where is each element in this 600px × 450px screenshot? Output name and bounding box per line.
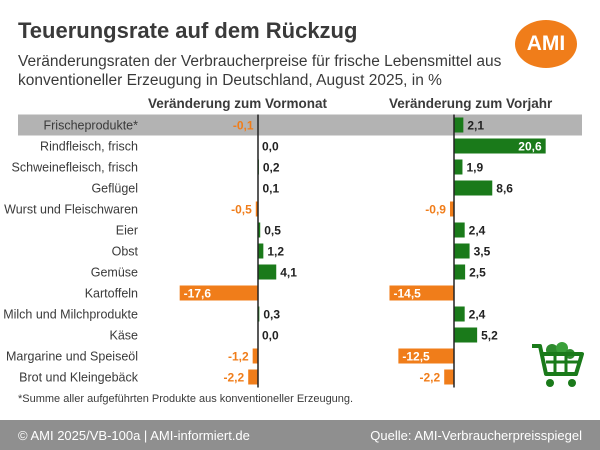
category-label: Milch und Milchprodukte bbox=[3, 308, 138, 322]
vormonat-value-label: 0,0 bbox=[262, 329, 279, 343]
vorjahr-bar bbox=[454, 222, 465, 238]
category-label: Frischeprodukte* bbox=[44, 119, 139, 133]
category-label: Rindfleisch, frisch bbox=[40, 140, 138, 154]
category-label: Obst bbox=[112, 245, 139, 259]
vorjahr-bar bbox=[454, 264, 466, 280]
category-label: Kartoffeln bbox=[85, 287, 138, 301]
vormonat-value-label: -0,1 bbox=[233, 119, 254, 133]
vorjahr-bar bbox=[389, 285, 454, 301]
vorjahr-bar bbox=[454, 138, 546, 154]
vorjahr-value-label: 3,5 bbox=[474, 245, 491, 259]
vorjahr-value-label: -0,9 bbox=[425, 203, 446, 217]
vorjahr-value-label: 8,6 bbox=[496, 182, 513, 196]
category-label: Brot und Kleingebäck bbox=[19, 371, 139, 385]
chart-subtitle: Veränderungsraten der Verbraucherpreise … bbox=[18, 53, 502, 89]
chart-title: Teuerungsrate auf dem Rückzug bbox=[18, 18, 358, 43]
vormonat-value-label: 4,1 bbox=[280, 266, 297, 280]
vormonat-value-label: -2,2 bbox=[224, 371, 245, 385]
vormonat-bar bbox=[179, 285, 258, 301]
bar-chart: Frischeprodukte* -0,1 2,1 Rindfleisch, fris… bbox=[3, 114, 582, 388]
vorjahr-bar bbox=[449, 201, 454, 217]
vorjahr-value-label: 2,4 bbox=[469, 308, 486, 322]
footer-bar: © AMI 2025/VB-100a | AMI-informiert.de Q… bbox=[0, 420, 600, 450]
ami-logo: AMI bbox=[515, 20, 577, 68]
vorjahr-value-label: -2,2 bbox=[420, 371, 441, 385]
vorjahr-value-label: -12,5 bbox=[402, 350, 430, 364]
vorjahr-bar bbox=[444, 369, 454, 385]
category-label: Käse bbox=[110, 329, 139, 343]
vorjahr-bar bbox=[454, 327, 478, 343]
footer-copyright: © AMI 2025/VB-100a | AMI-informiert.de bbox=[18, 428, 250, 443]
vormonat-bar bbox=[258, 222, 261, 238]
category-label: Eier bbox=[116, 224, 138, 238]
vormonat-value-label: 0,0 bbox=[262, 140, 279, 154]
highlight-row bbox=[18, 114, 582, 136]
category-label: Geflügel bbox=[91, 182, 138, 196]
column-header-vormonat: Veränderung zum Vormonat bbox=[148, 96, 328, 111]
vormonat-value-label: -1,2 bbox=[228, 350, 249, 364]
vorjahr-value-label: 1,9 bbox=[466, 161, 483, 175]
vormonat-bar bbox=[252, 348, 258, 364]
vorjahr-value-label: 20,6 bbox=[518, 140, 542, 154]
vormonat-bar bbox=[258, 264, 277, 280]
category-label: Gemüse bbox=[91, 266, 138, 280]
vormonat-value-label: 0,3 bbox=[263, 308, 280, 322]
vormonat-value-label: -0,5 bbox=[231, 203, 252, 217]
vorjahr-bar bbox=[454, 243, 470, 259]
vormonat-value-label: 0,5 bbox=[264, 224, 281, 238]
category-label: Schweinefleisch, frisch bbox=[12, 161, 138, 175]
footnote: *Summe aller aufgeführten Produkte aus k… bbox=[18, 393, 354, 405]
vorjahr-bar bbox=[454, 180, 493, 196]
vormonat-bar bbox=[258, 243, 264, 259]
vorjahr-bar bbox=[454, 159, 463, 175]
vorjahr-value-label: 5,2 bbox=[481, 329, 498, 343]
vormonat-bar bbox=[255, 201, 258, 217]
vormonat-value-label: 1,2 bbox=[267, 245, 284, 259]
vormonat-value-label: -17,6 bbox=[184, 287, 212, 301]
vorjahr-value-label: 2,4 bbox=[469, 224, 486, 238]
category-label: Margarine und Speiseöl bbox=[6, 350, 138, 364]
vorjahr-bar bbox=[454, 117, 464, 133]
vormonat-value-label: 0,1 bbox=[262, 182, 279, 196]
vormonat-bar bbox=[248, 369, 258, 385]
column-header-vorjahr: Veränderung zum Vorjahr bbox=[389, 96, 553, 111]
vorjahr-bar bbox=[398, 348, 454, 364]
vorjahr-value-label: 2,5 bbox=[469, 266, 486, 280]
category-label: Wurst und Fleischwaren bbox=[4, 203, 138, 217]
vorjahr-value-label: -14,5 bbox=[393, 287, 421, 301]
vormonat-value-label: 0,2 bbox=[263, 161, 280, 175]
vorjahr-bar bbox=[454, 306, 465, 322]
vorjahr-value-label: 2,1 bbox=[467, 119, 484, 133]
footer-source: Quelle: AMI-Verbraucherpreisspiegel bbox=[370, 428, 582, 443]
shopping-cart-icon bbox=[532, 342, 584, 387]
